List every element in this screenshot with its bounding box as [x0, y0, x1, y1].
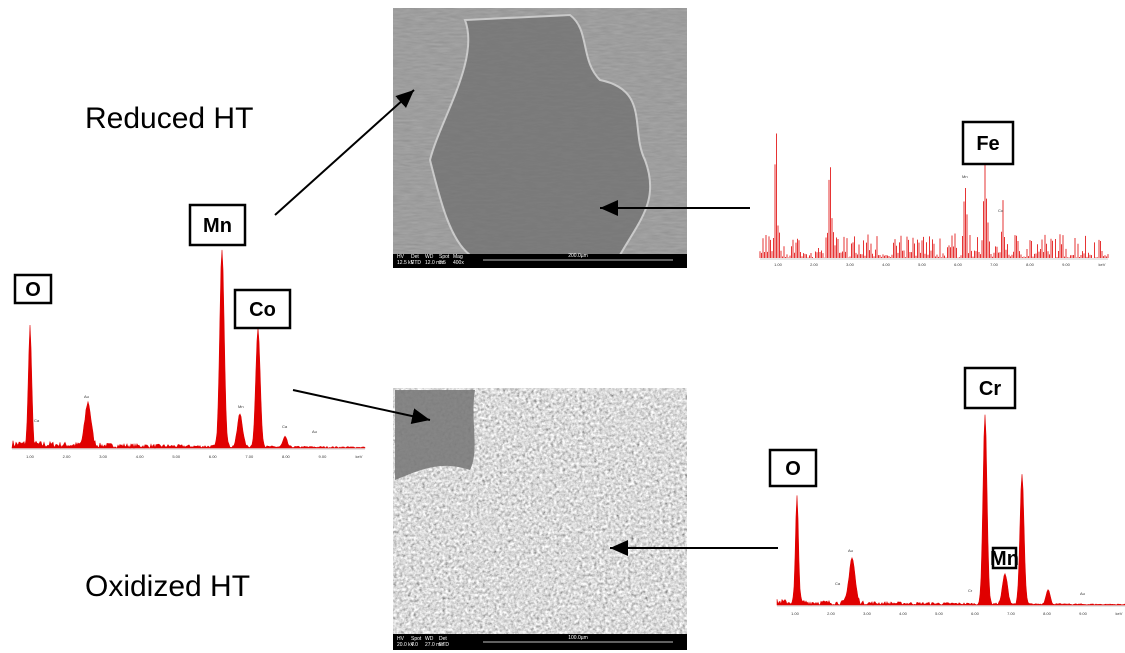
element-label: O [25, 279, 41, 301]
element-label: Mn [990, 548, 1019, 570]
spectrum-tick: 1.00 [26, 454, 35, 459]
element-label: Co [249, 299, 276, 321]
spectrum-tick: 9.00 [1079, 611, 1088, 616]
label-oxidized: Oxidized HT [85, 570, 250, 603]
element-label: Fe [976, 133, 999, 155]
spectrum-tick: 7.00 [245, 454, 254, 459]
spectrum-tick: 1.00 [774, 262, 783, 267]
spectrum-tick: 6.00 [209, 454, 218, 459]
peak-label: Au [848, 548, 853, 553]
peak-label: Mn [962, 174, 968, 179]
spectrum-tick: 4.00 [882, 262, 891, 267]
scale-label: 100.0µm [568, 635, 588, 641]
spectrum-tick: 1.00 [791, 611, 800, 616]
spectrum-tick: 5.00 [918, 262, 927, 267]
spectrum-tick: 2.00 [827, 611, 836, 616]
spectrum-tick: 3.00 [846, 262, 855, 267]
spectrum-tick: 3.00 [863, 611, 872, 616]
spectrum-tick: keV [1116, 611, 1123, 616]
peak-label: Mn [238, 404, 244, 409]
spectrum-tick: 9.00 [319, 454, 328, 459]
databar-value: ETD [439, 642, 449, 648]
spectrum-tick: 8.00 [1043, 611, 1052, 616]
figure: Reduced HT Oxidized HT 1.00 2.00 3.00 4.00 5… [0, 0, 1125, 653]
label-reduced: Reduced HT [85, 102, 253, 135]
scale-label: 200.0µm [568, 253, 588, 259]
spectrum-tick: 5.00 [172, 454, 181, 459]
peak-label: Au [312, 429, 317, 434]
eds-spectrum: 1.00 2.00 3.00 4.00 5.00 6.00 7.00 8.00 9.00 keV F… [760, 122, 1108, 267]
peak-label: Ca [34, 418, 40, 423]
spectrum-area [12, 250, 365, 448]
element-label: O [785, 458, 801, 480]
spectrum-tick: 2.00 [810, 262, 819, 267]
databar-value: 400x [453, 260, 464, 266]
spectrum-tick: 6.00 [971, 611, 980, 616]
peak-label: Co [998, 208, 1004, 213]
spectrum-tick: keV [356, 454, 363, 459]
peak-label: Au [84, 394, 89, 399]
databar-value: 4.0 [411, 642, 418, 648]
spectrum-area [777, 415, 1125, 605]
eds-spectrum: 1.00 2.00 3.00 4.00 5.00 6.00 7.00 8.00 9.00 keV O… [770, 368, 1125, 616]
peak-label: Ca [282, 424, 288, 429]
element-label: Mn [203, 215, 232, 237]
peak-label: Cr [968, 588, 973, 593]
spectrum-tick: 2.00 [63, 454, 72, 459]
databar-value: 3.5 [439, 260, 446, 266]
element-label: Cr [979, 378, 1001, 400]
spectrum-tick: 7.00 [990, 262, 999, 267]
databar-value: ETD [411, 260, 421, 266]
spectrum-tick: 8.00 [282, 454, 291, 459]
sem-image-oxidized [393, 388, 687, 650]
spectrum-tick: 6.00 [954, 262, 963, 267]
spectrum-tick: 3.00 [99, 454, 108, 459]
peak-label: Au [1080, 591, 1085, 596]
spectrum-tick: 8.00 [1026, 262, 1035, 267]
spectrum-tick: 9.00 [1062, 262, 1071, 267]
sem-image-reduced [393, 8, 687, 268]
spectrum-tick: 7.00 [1007, 611, 1016, 616]
eds-spectrum: 1.00 2.00 3.00 4.00 5.00 6.00 7.00 8.00 9.00 keV O… [12, 205, 365, 459]
peak-label: Ca [835, 581, 841, 586]
spectrum-tick: keV [1099, 262, 1106, 267]
spectrum-tick: 5.00 [935, 611, 944, 616]
spectrum-tick: 4.00 [136, 454, 145, 459]
spectrum-tick: 4.00 [899, 611, 908, 616]
